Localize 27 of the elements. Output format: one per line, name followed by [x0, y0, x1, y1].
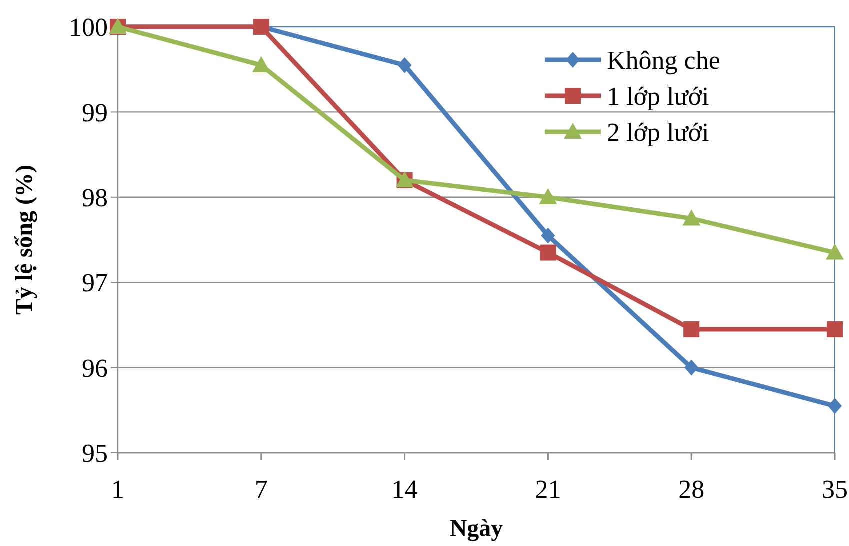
y-tick-label: 95 — [82, 439, 108, 468]
point — [684, 321, 700, 338]
point — [541, 228, 556, 244]
legend-label: 2 lớp lưới — [607, 118, 710, 148]
point — [540, 244, 556, 261]
y-axis-title: Tỷ lệ sống (%) — [12, 165, 38, 315]
legend-label: 1 lớp lưới — [607, 82, 710, 112]
x-tick-label: 7 — [254, 475, 268, 504]
point — [826, 244, 844, 260]
y-tick-label: 97 — [82, 268, 108, 298]
x-tick-label: 28 — [678, 475, 705, 504]
y-tick-label: 96 — [82, 354, 108, 383]
x-tick-label: 1 — [112, 475, 124, 504]
x-tick-label: 35 — [822, 475, 848, 504]
point — [682, 210, 701, 226]
point — [827, 321, 843, 338]
y-tick-label: 99 — [82, 98, 108, 128]
point — [539, 188, 558, 204]
point — [684, 360, 699, 376]
x-tick-label: 14 — [392, 475, 418, 504]
point — [828, 398, 842, 414]
legend-label: Không che — [607, 46, 720, 76]
y-tick-label: 100 — [69, 13, 108, 42]
y-tick-label: 98 — [82, 184, 108, 212]
x-tick-label: 21 — [535, 475, 562, 504]
x-axis-title: Ngày — [450, 516, 504, 542]
point — [398, 57, 412, 74]
